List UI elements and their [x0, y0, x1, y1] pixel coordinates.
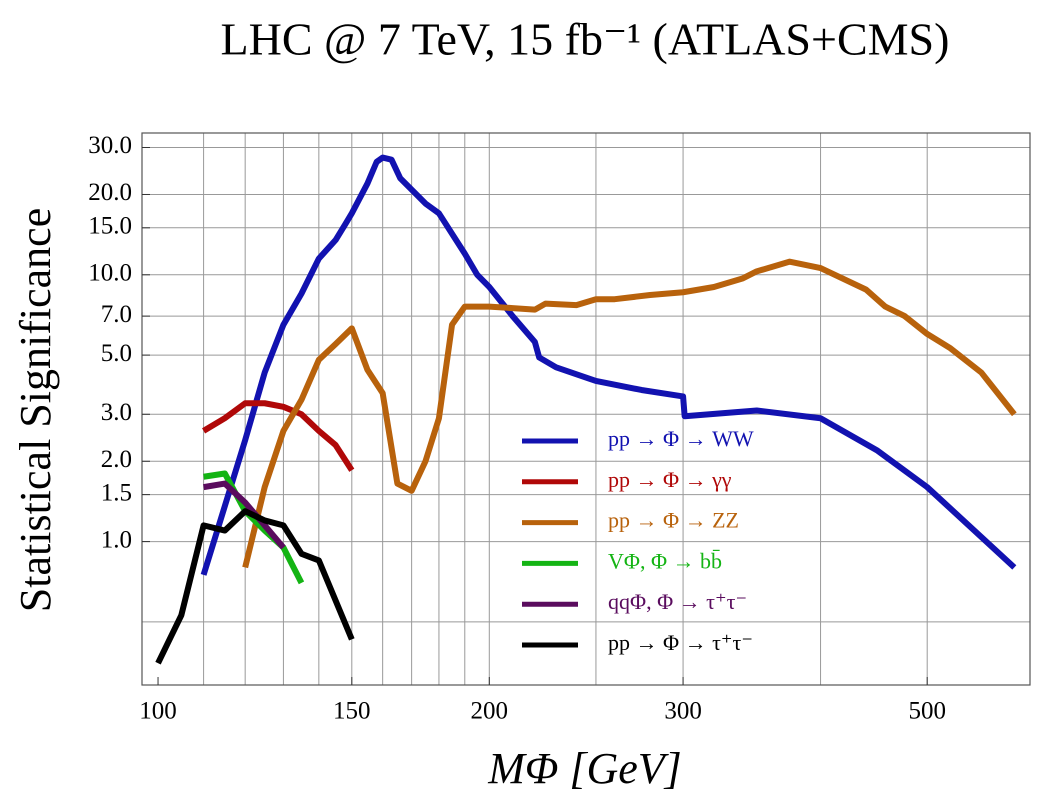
- series-line: [155, 508, 355, 665]
- y-tick-label: 3.0: [101, 399, 132, 426]
- y-axis-label: Statistical Significance: [11, 208, 60, 612]
- x-tick-label: 100: [139, 698, 177, 725]
- y-tick-label: 30.0: [88, 132, 132, 159]
- legend-label: pp → Φ → γγ: [608, 467, 732, 492]
- x-axis-label: MΦ [GeV]: [487, 744, 682, 793]
- y-tick-label: 1.5: [101, 479, 132, 506]
- legend-label: qqΦ, Φ → τ⁺τ⁻: [608, 589, 747, 614]
- legend-label: pp → Φ → ZZ: [608, 508, 739, 533]
- series-line: [200, 154, 1017, 576]
- series-line: [203, 470, 305, 585]
- y-tick-label: 15.0: [88, 213, 132, 240]
- y-tick-label: 1.0: [101, 526, 132, 553]
- x-tick-label: 300: [664, 698, 702, 725]
- legend-label: pp → Φ → τ⁺τ⁻: [608, 630, 753, 655]
- series-line: [242, 258, 1017, 569]
- legend-label: VΦ, Φ → bb̄: [608, 548, 722, 573]
- x-tick-label: 150: [333, 698, 371, 725]
- chart-title: LHC @ 7 TeV, 15 fb⁻¹ (ATLAS+CMS): [221, 14, 950, 65]
- legend-label: pp → Φ → WW: [608, 426, 754, 451]
- series-line: [203, 480, 286, 550]
- series-line: [202, 400, 355, 472]
- y-tick-label: 5.0: [101, 340, 132, 367]
- y-tick-label: 7.0: [101, 301, 132, 328]
- y-tick-label: 10.0: [88, 260, 132, 287]
- x-tick-label: 200: [471, 698, 509, 725]
- x-tick-label: 500: [908, 698, 946, 725]
- y-tick-label: 2.0: [101, 446, 132, 473]
- y-tick-label: 20.0: [88, 179, 132, 206]
- plot-frame: [141, 132, 1031, 686]
